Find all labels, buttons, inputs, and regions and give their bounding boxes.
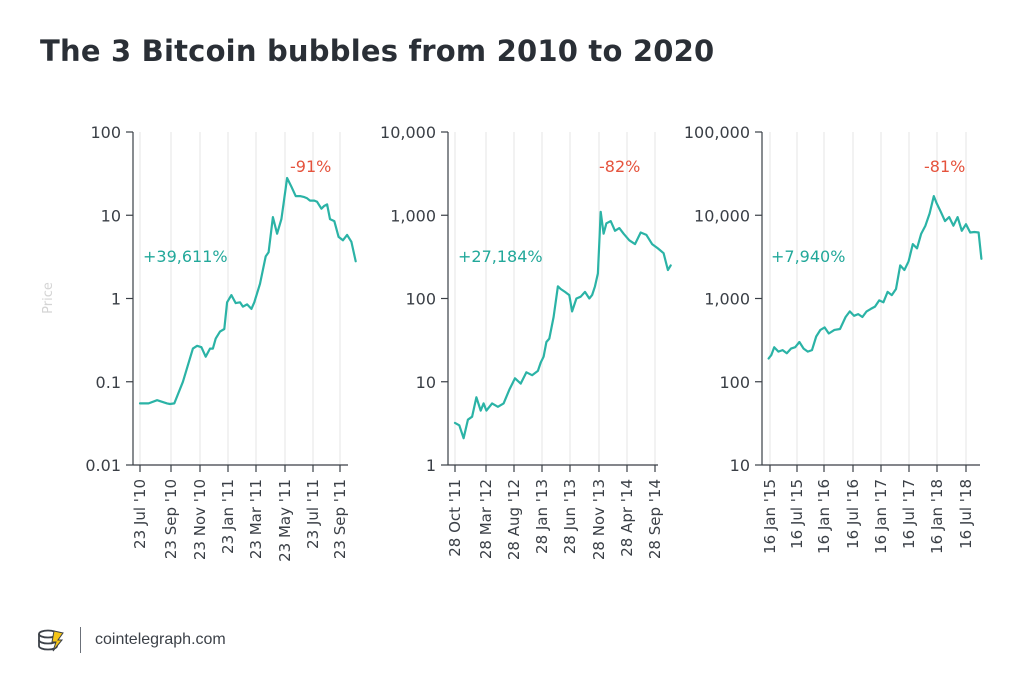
price-series-line — [453, 210, 672, 440]
y-tick-label: 100 — [90, 123, 121, 142]
x-tick-label: 16 Jul '17 — [900, 479, 918, 549]
y-tick-label: 10 — [416, 373, 436, 392]
y-tick-label: 1,000 — [704, 290, 750, 309]
x-tick-label: 16 Jan '15 — [761, 479, 779, 554]
gain-annotation: +27,184% — [458, 247, 543, 266]
footer-site-link[interactable]: cointelegraph.com — [95, 631, 226, 648]
x-tick-label: 28 Nov '13 — [590, 479, 608, 560]
y-tick-label: 10,000 — [694, 206, 750, 225]
loss-annotation: -91% — [290, 157, 331, 176]
x-tick-label: 16 Jan '18 — [928, 479, 946, 554]
x-tick-label: 16 Jul '16 — [844, 479, 862, 549]
price-series-line — [767, 195, 983, 360]
y-tick-label: 100,000 — [684, 123, 750, 142]
y-tick-label: 10 — [730, 456, 750, 475]
x-tick-label: 16 Jul '15 — [788, 479, 806, 549]
footer-separator — [80, 627, 81, 653]
y-tick-label: 10,000 — [380, 123, 436, 142]
x-tick-label: 28 Mar '12 — [477, 479, 495, 559]
x-tick-label: 23 Mar '11 — [247, 479, 265, 559]
x-tick-label: 23 Sep '11 — [331, 479, 349, 559]
gain-annotation: +7,940% — [771, 247, 845, 266]
footer: cointelegraph.com — [36, 622, 226, 658]
gain-annotation: +39,611% — [143, 247, 228, 266]
x-tick-label: 23 Jul '10 — [131, 479, 149, 549]
loss-annotation: -82% — [599, 157, 640, 176]
y-tick-label: 0.01 — [85, 456, 121, 475]
y-tick-label: 1 — [426, 456, 436, 475]
x-tick-label: 23 May '11 — [276, 479, 294, 562]
y-tick-label: 100 — [719, 373, 750, 392]
y-tick-label: 1,000 — [390, 206, 436, 225]
x-tick-label: 16 Jan '16 — [815, 479, 833, 554]
price-series-line — [138, 176, 357, 406]
x-tick-label: 23 Jul '11 — [304, 479, 322, 549]
x-tick-label: 23 Jan '11 — [219, 479, 237, 554]
x-tick-label: 28 Jun '13 — [561, 479, 579, 554]
x-tick-label: 28 Apr '14 — [618, 479, 636, 557]
x-tick-label: 28 Sep '14 — [646, 479, 664, 559]
chart-title: The 3 Bitcoin bubbles from 2010 to 2020 — [40, 34, 715, 68]
x-tick-label: 28 Aug '12 — [505, 479, 523, 560]
x-tick-label: 23 Sep '10 — [162, 479, 180, 559]
x-tick-label: 16 Jul '18 — [957, 479, 975, 549]
y-axis-title: Price — [41, 282, 56, 314]
y-tick-label: 10 — [101, 206, 121, 225]
y-tick-label: 1 — [111, 290, 121, 309]
x-tick-label: 16 Jan '17 — [872, 479, 890, 554]
y-tick-label: 100 — [405, 290, 436, 309]
x-tick-label: 23 Nov '10 — [191, 479, 209, 560]
x-tick-label: 28 Oct '11 — [446, 479, 464, 557]
x-tick-label: 28 Jan '13 — [533, 479, 551, 554]
y-tick-label: 0.1 — [96, 373, 121, 392]
loss-annotation: -81% — [924, 157, 965, 176]
cointelegraph-logo-icon — [38, 629, 64, 652]
